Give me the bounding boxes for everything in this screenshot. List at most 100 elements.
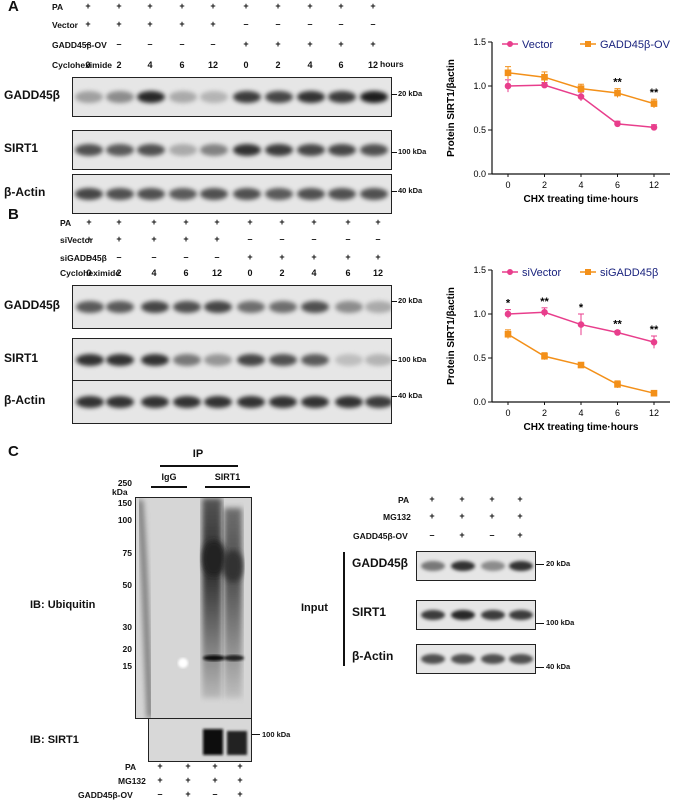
blotA-band: [265, 144, 293, 156]
blotA-time: 6: [338, 60, 344, 70]
input-marker: 100 kDa: [546, 618, 575, 627]
blotB-band: [335, 301, 363, 313]
blotB-band: [76, 354, 104, 366]
blotA-sign: +: [210, 19, 216, 29]
data-point: [614, 329, 621, 336]
blotB-band: [173, 354, 201, 366]
blotB-band: [301, 301, 329, 313]
blotA-sign: +: [210, 1, 216, 11]
blotA-band: [233, 144, 261, 156]
blotA-sign: +: [307, 39, 313, 49]
ip-sign: –: [212, 789, 218, 799]
blotA-sign: +: [147, 1, 153, 11]
blotB-treat-label: Cycloheximide: [60, 268, 120, 278]
blotA-band: [169, 188, 197, 200]
blotA-sign: +: [147, 19, 153, 29]
data-point: [577, 93, 585, 100]
blotB-band: [76, 301, 104, 313]
x-tick-label: 0: [505, 408, 510, 418]
legend-marker: [585, 269, 591, 275]
blotA-sign: +: [370, 39, 376, 49]
blotA-sign: +: [275, 39, 281, 49]
input-sign: +: [459, 494, 465, 504]
blotA-sign: +: [85, 19, 91, 29]
blotB-band: [204, 301, 232, 313]
chart-a: 0.0 0.5 1.0 1.5 0 2 4 6 12 Protein SIRT1/βactin CH…: [440, 28, 680, 218]
legend-label: Vector: [522, 39, 554, 51]
blotB-time: 0: [247, 268, 253, 278]
ip-marker: 30: [122, 622, 132, 632]
blotB-band: [365, 396, 391, 408]
blotB-sign: –: [345, 234, 351, 244]
blotA-sign: +: [307, 1, 313, 11]
blotA-band: [360, 91, 388, 103]
blotA-sign: +: [179, 19, 185, 29]
blotB-sign: +: [345, 252, 351, 262]
blotB-treat-label: siVector: [60, 235, 94, 245]
blotB-band: [335, 354, 363, 366]
blotB-blot: [72, 380, 392, 424]
blotB-sign: –: [116, 252, 122, 262]
data-point: [577, 361, 585, 369]
blotA-sign: –: [338, 19, 344, 29]
blotA-time: 12: [367, 60, 378, 70]
panel-letter-c: C: [8, 443, 19, 460]
y-tick-label: 0.5: [473, 353, 486, 363]
blotA-marker: 20 kDa: [398, 89, 423, 98]
blotA-marker-tick: [391, 94, 397, 95]
time-unit-label: hours: [380, 59, 404, 69]
blotB-time: 2: [279, 268, 285, 278]
data-point: [577, 85, 585, 92]
ip-group-igg: IgG: [161, 472, 177, 482]
chart-b: 0.0 0.5 1.0 1.5 0 2 4 6 12 Protein SIRT1/βactin CH…: [440, 256, 680, 446]
blotA-band: [297, 91, 325, 103]
blotA-sign: +: [275, 1, 281, 11]
blotB-sign: +: [311, 252, 317, 262]
legend-label: siGADD45β: [600, 267, 658, 279]
blotA-band: [328, 91, 356, 103]
blotB-time: 12: [372, 268, 383, 278]
blotB-marker-tick: [391, 396, 397, 397]
significance-mark: **: [650, 87, 659, 99]
ip-sirt1-blot: [148, 718, 252, 762]
blotA-band: [137, 144, 165, 156]
blotA-marker-tick: [391, 191, 397, 192]
blotA-band: [106, 144, 134, 156]
y-tick-label: 1.5: [473, 37, 486, 47]
blotA-band: [265, 91, 293, 103]
input-blot: [416, 644, 536, 674]
significance-mark: *: [579, 302, 584, 314]
significance-mark: **: [540, 296, 549, 308]
blotB-sign: +: [345, 217, 351, 227]
blotA-band: [328, 144, 356, 156]
input-sign: –: [429, 530, 435, 540]
x-tick-label: 2: [542, 408, 547, 418]
blotB-time: 12: [211, 268, 222, 278]
ip-sign: +: [157, 761, 163, 771]
blotA-sign: –: [210, 39, 216, 49]
y-tick-label: 0.0: [473, 397, 486, 407]
ip-treat-label: PA: [125, 762, 137, 772]
blotA-sign: +: [179, 1, 185, 11]
blotA-band: [233, 91, 261, 103]
blotA-band: [297, 144, 325, 156]
input-title: Input: [301, 602, 328, 614]
ip-sirt1-marker-tick: [252, 734, 260, 735]
blotB-time: 6: [183, 268, 189, 278]
input-band: [451, 610, 475, 620]
blotB-band: [106, 354, 134, 366]
blotB-sign: +: [116, 234, 122, 244]
blotA-band: [200, 188, 228, 200]
input-band: [481, 561, 505, 571]
blotB-treat-label: siGADD45β: [60, 253, 107, 263]
blotA-blot-label: SIRT1: [4, 141, 39, 155]
input-band: [421, 610, 445, 620]
x-tick-label: 6: [615, 180, 620, 190]
input-treat-label: PA: [398, 495, 410, 505]
input-band: [451, 654, 475, 664]
blotB-sign: +: [375, 252, 381, 262]
blotB-sign: +: [116, 217, 122, 227]
input-blot: [416, 551, 536, 581]
blotB-sign: –: [279, 234, 285, 244]
blotB-sign: +: [86, 234, 92, 244]
